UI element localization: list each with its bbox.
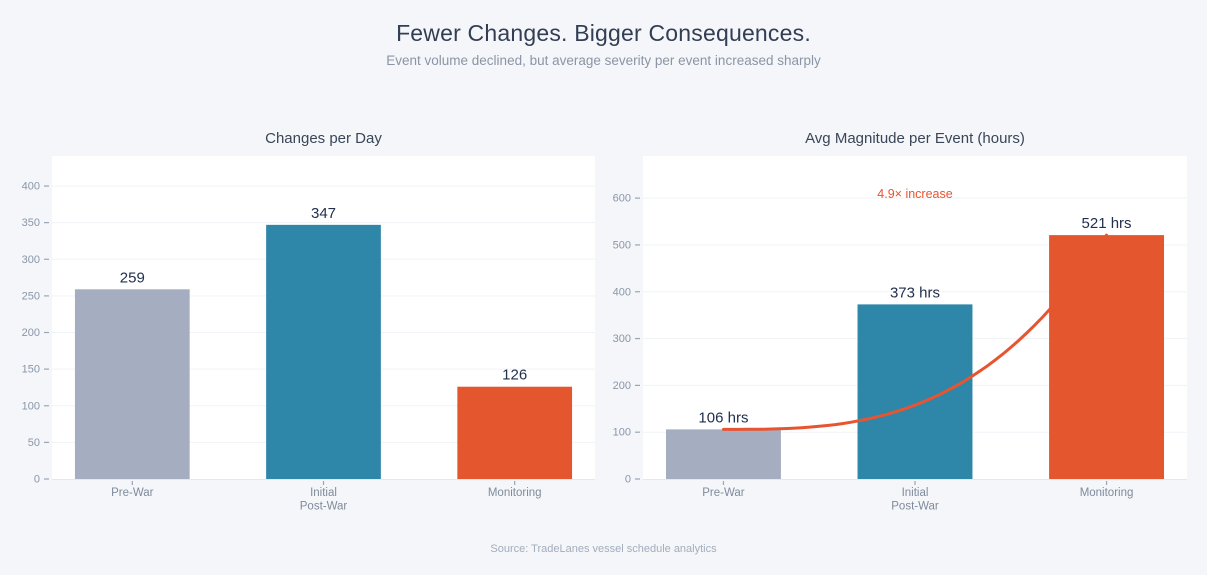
bar-value-label: 521 hrs (1082, 215, 1132, 232)
bar-value-label: 347 (311, 205, 336, 222)
y-tick-label: 50 (28, 437, 40, 449)
category-label-initial-post-war: Post-War (300, 501, 348, 513)
chart-title-avg-magnitude: Avg Magnitude per Event (hours) (805, 130, 1025, 147)
y-tick-label: 200 (22, 327, 40, 339)
chart-svg-0: 0 50 100 150 200 250 300 350 400 Pre-War Initial Po… (22, 156, 595, 513)
category-label-initial-post-war: Initial (310, 487, 337, 499)
bar-value-label: 106 hrs (698, 409, 748, 426)
y-tick-label: 400 (22, 181, 40, 193)
category-label-monitoring: Monitoring (488, 487, 542, 499)
page-title: Fewer Changes. Bigger Consequences. (396, 20, 811, 46)
page-subtitle: Event volume declined, but average sever… (386, 53, 821, 68)
trend-curve (722, 233, 1108, 431)
category-label-pre-war: Pre-War (111, 487, 154, 499)
chart-svg-1: 0 100 200 300 400 500 600 Pre-War Initial Post-Wa… (613, 156, 1187, 513)
y-tick-label: 100 (613, 427, 631, 439)
y-tick-label: 150 (22, 364, 40, 376)
bar-value-label: 126 (502, 367, 527, 384)
y-tick-label: 100 (22, 400, 40, 412)
bar-monitoring (1049, 235, 1165, 479)
y-tick-label: 300 (613, 333, 631, 345)
y-tick-label: 200 (613, 380, 631, 392)
bar-monitoring (457, 386, 573, 479)
bar-pre-war (665, 429, 781, 479)
figure-header: Fewer Changes. Bigger Consequences. Even… (0, 20, 1207, 68)
chart-title-changes-per-day: Changes per Day (265, 130, 382, 147)
y-tick-label: 300 (22, 254, 40, 266)
category-label-pre-war: Pre-War (702, 487, 745, 499)
y-tick-label: 350 (22, 217, 40, 229)
bar-value-label: 259 (120, 269, 145, 286)
category-label-monitoring: Monitoring (1080, 487, 1134, 499)
bar-value-label: 373 hrs (890, 284, 940, 301)
y-tick-label: 250 (22, 290, 40, 302)
y-tick-label: 500 (613, 239, 631, 251)
increase-annotation: 4.9× increase (877, 187, 952, 201)
y-tick-label: 600 (613, 193, 631, 205)
bar-pre-war (74, 289, 190, 479)
category-label-initial-post-war: Post-War (891, 501, 939, 513)
y-tick-label: 0 (34, 474, 40, 486)
category-label-initial-post-war: Initial (902, 487, 929, 499)
y-tick-label: 400 (613, 286, 631, 298)
chart-avg-magnitude: Avg Magnitude per Event (hours) 0 100 200 3… (603, 120, 1207, 520)
source-footer: Source: TradeLanes vessel schedule analy… (490, 543, 717, 555)
bar-initial-post-war (857, 304, 973, 479)
y-tick-label: 0 (625, 474, 631, 486)
bar-initial-post-war (266, 224, 381, 479)
chart-changes-per-day: Changes per Day 0 50 100 150 200 250 300 350 400… (0, 120, 604, 520)
